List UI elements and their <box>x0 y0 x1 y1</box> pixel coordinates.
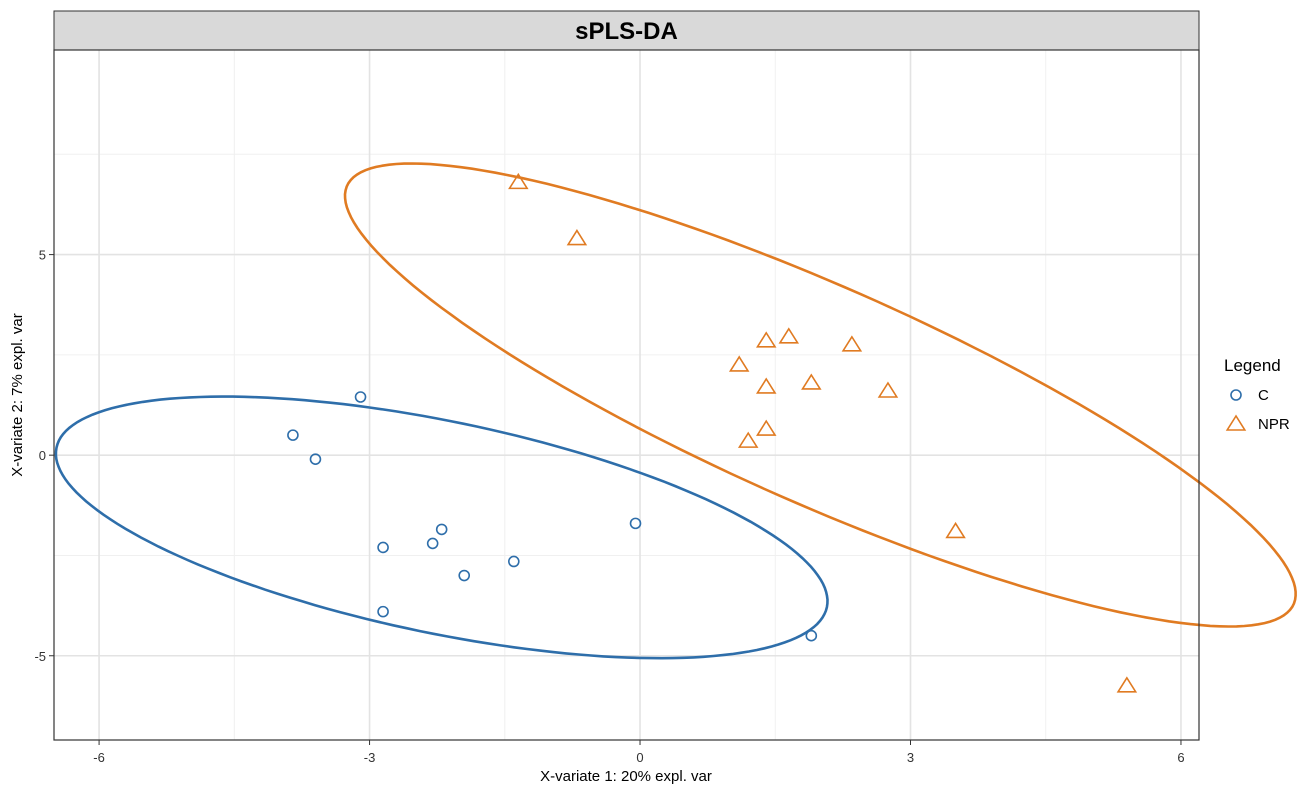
point-npr <box>945 521 966 539</box>
x-tick-label: 0 <box>636 750 643 765</box>
point-npr <box>778 327 800 344</box>
strip-background <box>53 10 1200 51</box>
x-tick-label: -3 <box>364 750 376 765</box>
legend-key-c <box>1230 389 1242 401</box>
major-gridlines <box>54 50 1199 740</box>
x-axis-title: X-variate 1: 20% expl. var <box>540 768 712 785</box>
legend: Legend C NPR <box>1224 356 1290 433</box>
plot-panel <box>54 50 1199 740</box>
point-npr <box>728 355 750 372</box>
x-tick-label: 3 <box>907 750 914 765</box>
point-c <box>508 555 520 568</box>
y-tick-label: -5 <box>34 649 46 664</box>
x-axis-ticks: -6 -3 0 3 6 <box>93 740 1185 765</box>
minor-gridlines <box>54 50 1199 740</box>
legend-title: Legend <box>1224 356 1281 375</box>
point-npr <box>755 331 777 348</box>
legend-key-npr <box>1225 414 1247 431</box>
point-c <box>629 517 642 530</box>
y-axis-ticks: -5 0 5 <box>34 248 54 664</box>
legend-items: C NPR <box>1225 387 1290 433</box>
point-npr <box>737 431 759 448</box>
legend-label-c: C <box>1258 387 1269 404</box>
y-axis-title: X-variate 2: 7% expl. var <box>9 313 26 476</box>
point-npr <box>755 377 777 394</box>
x-tick-label: 6 <box>1177 750 1184 765</box>
y-tick-label: 0 <box>39 448 46 463</box>
data-points <box>287 172 1138 693</box>
ellipse-c <box>54 395 829 660</box>
chart-title: sPLS-DA <box>575 18 678 45</box>
point-npr <box>755 419 777 436</box>
y-tick-label: 5 <box>39 248 46 263</box>
point-npr <box>801 373 822 390</box>
point-npr <box>841 335 863 352</box>
confidence-ellipses <box>54 162 1297 660</box>
point-c <box>435 523 448 536</box>
point-npr <box>566 229 588 246</box>
x-tick-label: -6 <box>93 750 105 765</box>
point-c <box>287 429 299 441</box>
ellipse-npr <box>343 162 1297 628</box>
point-c <box>377 605 389 618</box>
point-c <box>458 569 471 582</box>
point-c <box>309 453 322 465</box>
point-npr <box>1116 676 1138 693</box>
point-c <box>426 537 439 550</box>
legend-label-npr: NPR <box>1258 416 1290 433</box>
point-npr <box>508 172 529 190</box>
point-c <box>354 391 367 403</box>
point-c <box>805 629 818 642</box>
point-c <box>377 541 389 554</box>
panel-border <box>53 49 1200 741</box>
point-npr <box>877 381 899 398</box>
